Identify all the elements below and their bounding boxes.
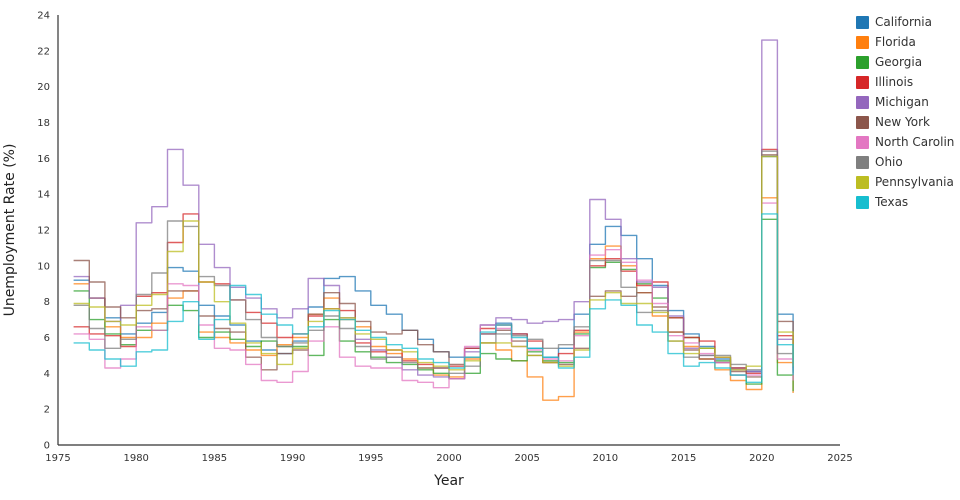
axes: [57, 15, 840, 446]
x-tick-label: 2000: [436, 453, 461, 464]
legend-label: Illinois: [875, 76, 914, 89]
legend-swatch-icon: [856, 76, 869, 89]
y-tick-label: 6: [44, 333, 50, 344]
legend-item-california[interactable]: California: [856, 16, 956, 29]
y-tick-label: 22: [37, 46, 50, 57]
legend-label: Texas: [875, 196, 909, 209]
legend-item-georgia[interactable]: Georgia: [856, 56, 956, 69]
y-tick-label: 12: [37, 226, 50, 237]
legend-item-new-york[interactable]: New York: [856, 116, 956, 129]
legend-item-florida[interactable]: Florida: [856, 36, 956, 49]
y-tick-label: 0: [44, 441, 50, 452]
legend: California Florida Georgia Illinois Michigan…: [856, 16, 956, 209]
legend-swatch-icon: [856, 36, 869, 49]
x-axis-label: Year: [433, 473, 464, 489]
legend-item-texas[interactable]: Texas: [856, 196, 956, 209]
x-tick-label: 1995: [358, 453, 383, 464]
legend-swatch-icon: [856, 96, 869, 109]
y-tick-label: 8: [44, 297, 50, 308]
x-tick-label: 1985: [202, 453, 227, 464]
series-line-michigan: [73, 39, 794, 380]
series-line-california: [73, 155, 794, 373]
legend-label: New York: [875, 116, 930, 129]
x-tick-label: 2005: [514, 453, 539, 464]
series-lines: [73, 39, 794, 401]
y-tick-label: 16: [37, 154, 50, 165]
legend-label: Ohio: [875, 156, 903, 169]
legend-swatch-icon: [856, 176, 869, 189]
legend-label: Florida: [875, 36, 916, 49]
y-axis-label: Unemployment Rate (%): [2, 144, 18, 317]
y-tick-label: 20: [37, 82, 50, 93]
legend-item-illinois[interactable]: Illinois: [856, 76, 956, 89]
legend-swatch-icon: [856, 156, 869, 169]
legend-label: North Carolina: [875, 136, 955, 149]
series-line-new-york: [73, 154, 794, 378]
y-tick-label: 2: [44, 405, 50, 416]
legend-swatch-icon: [856, 116, 869, 129]
x-tick-label: 2010: [593, 453, 618, 464]
legend-label: Michigan: [875, 96, 929, 109]
legend-swatch-icon: [856, 16, 869, 29]
legend-swatch-icon: [856, 196, 869, 209]
legend-item-north-carolina[interactable]: North Carolina: [856, 136, 956, 149]
legend-label: Pennsylvania: [875, 176, 954, 189]
x-tick-label: 2015: [671, 453, 696, 464]
legend-item-ohio[interactable]: Ohio: [856, 156, 956, 169]
y-tick-label: 10: [37, 261, 50, 272]
y-tick-label: 4: [44, 369, 50, 380]
legend-label: Georgia: [875, 56, 923, 69]
legend-swatch-icon: [856, 56, 869, 69]
x-tick-label: 2025: [827, 453, 852, 464]
legend-swatch-icon: [856, 136, 869, 149]
x-tick-label: 1975: [45, 453, 70, 464]
y-tick-label: 24: [37, 11, 50, 22]
legend-item-michigan[interactable]: Michigan: [856, 96, 956, 109]
x-tick-label: 1990: [280, 453, 305, 464]
legend-label: California: [875, 16, 932, 29]
x-tick-label: 1980: [123, 453, 148, 464]
x-tick-label: 2020: [749, 453, 774, 464]
series-line-texas: [73, 213, 794, 383]
legend-item-pennsylvania[interactable]: Pennsylvania: [856, 176, 956, 189]
y-tick-label: 14: [37, 190, 50, 201]
y-tick-label: 18: [37, 118, 50, 129]
